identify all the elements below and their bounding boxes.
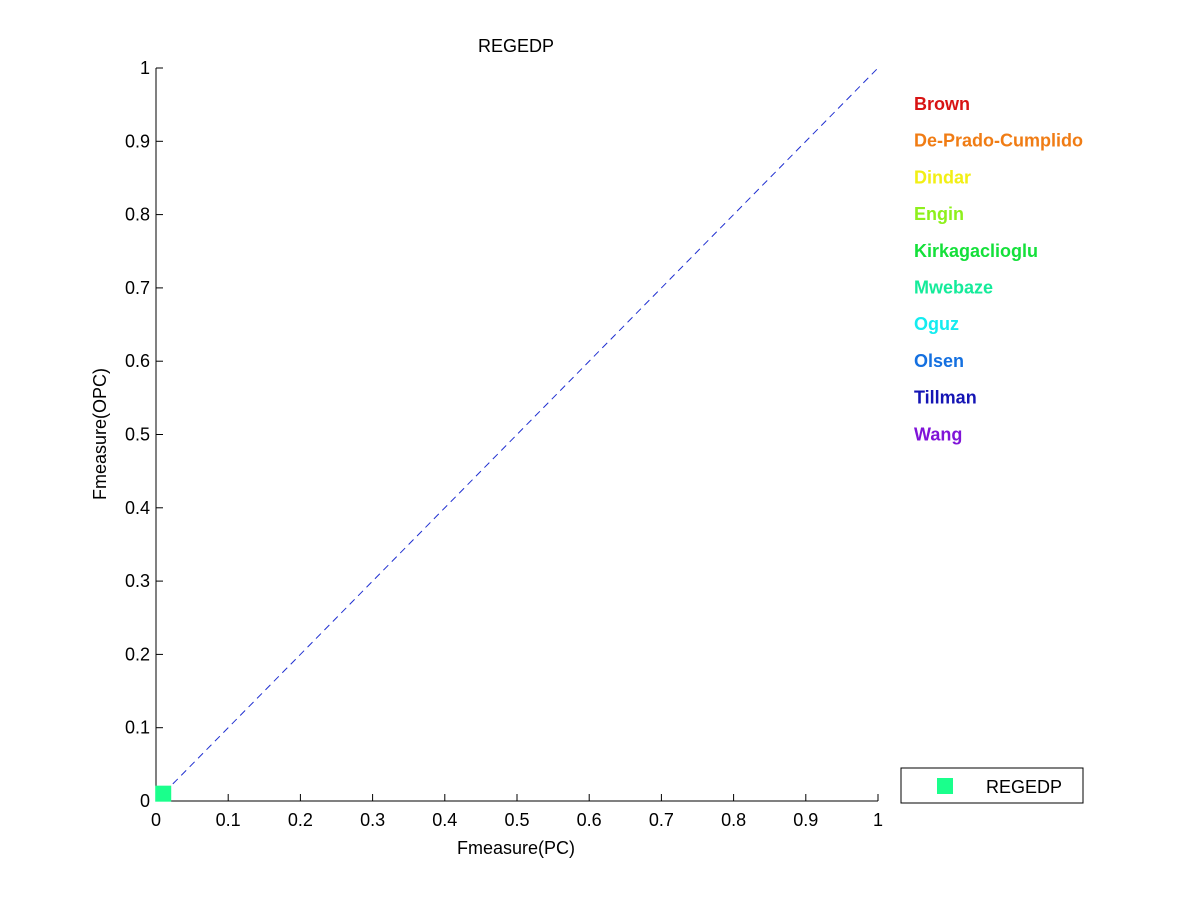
x-tick-label: 0.9: [793, 810, 818, 830]
author-label-wang: Wang: [914, 424, 962, 444]
x-ticks: 0 0.1 0.2 0.3 0.4 0.5 0.6 0.7 0.8 0.9 1: [151, 794, 883, 830]
author-label-kirkagaclioglu: Kirkagaclioglu: [914, 241, 1038, 261]
y-tick-label: 0: [140, 791, 150, 811]
y-tick-label: 0.9: [125, 131, 150, 151]
y-ticks: 0 0.1 0.2 0.3 0.4 0.5 0.6 0.7 0.8 0.9 1: [125, 58, 163, 811]
legend: REGEDP: [900, 767, 1084, 804]
author-label-mwebaze: Mwebaze: [914, 278, 993, 298]
x-tick-label: 1: [873, 810, 883, 830]
axes: 0 0.1 0.2 0.3 0.4 0.5 0.6 0.7 0.8 0.9 1 0 0.1 0.2 0.3…: [125, 58, 883, 830]
y-tick-label: 0.5: [125, 425, 150, 445]
y-tick-label: 0.4: [125, 498, 150, 518]
x-tick-label: 0.4: [432, 810, 457, 830]
author-label-engin: Engin: [914, 204, 964, 224]
y-tick-label: 0.7: [125, 278, 150, 298]
y-tick-label: 0.1: [125, 718, 150, 738]
author-label-de-prado-cumplido: De-Prado-Cumplido: [914, 131, 1083, 151]
y-tick-label: 0.2: [125, 644, 150, 664]
x-axis-title: Fmeasure(PC): [457, 838, 575, 858]
chart-title: REGEDP: [478, 36, 554, 56]
x-tick-label: 0.1: [216, 810, 241, 830]
author-label-olsen: Olsen: [914, 351, 964, 371]
author-label-oguz: Oguz: [914, 314, 959, 334]
x-tick-label: 0.6: [577, 810, 602, 830]
y-tick-label: 0.6: [125, 351, 150, 371]
legend-marker-regedp: [937, 778, 953, 794]
legend-box: [900, 767, 1084, 804]
author-label-brown: Brown: [914, 94, 970, 114]
y-tick-label: 0.3: [125, 571, 150, 591]
data-points: [155, 785, 172, 802]
data-point-regedp: [155, 785, 172, 802]
x-tick-label: 0.2: [288, 810, 313, 830]
reference-diagonal-line: [155, 67, 879, 802]
x-tick-label: 0.8: [721, 810, 746, 830]
y-axis-title: Fmeasure(OPC): [90, 368, 110, 500]
x-tick-label: 0.3: [360, 810, 385, 830]
x-tick-label: 0.5: [504, 810, 529, 830]
legend-label-regedp: REGEDP: [986, 777, 1062, 797]
y-tick-label: 1: [140, 58, 150, 78]
author-label-dindar: Dindar: [914, 167, 971, 187]
x-tick-label: 0: [151, 810, 161, 830]
y-tick-label: 0.8: [125, 205, 150, 225]
author-label-tillman: Tillman: [914, 388, 977, 408]
author-label-list: Brown De-Prado-Cumplido Dindar Engin Kirkaga…: [914, 94, 1083, 444]
x-tick-label: 0.7: [649, 810, 674, 830]
